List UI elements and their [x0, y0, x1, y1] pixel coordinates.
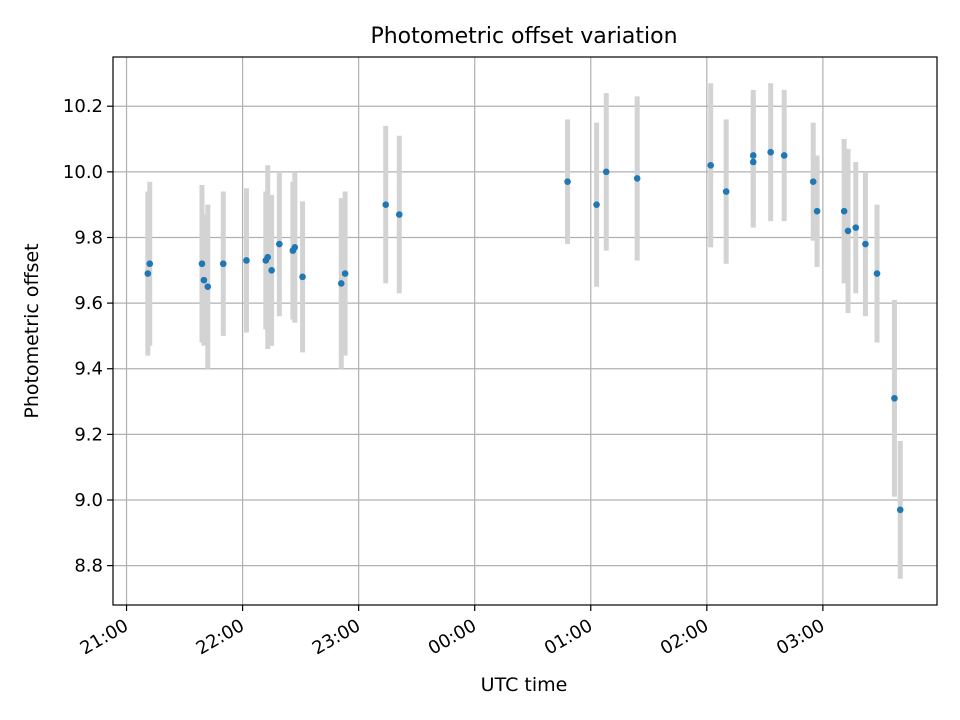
data-point [593, 201, 600, 208]
data-point [780, 152, 788, 159]
errorbars [145, 83, 903, 579]
x-tick-label: 23:00 [309, 615, 364, 659]
data-point [852, 224, 860, 231]
y-axis-label: Photometric offset [21, 243, 43, 418]
plot-frame [112, 56, 938, 606]
data-point [862, 240, 869, 248]
data-point [219, 260, 227, 268]
data-point [844, 227, 852, 235]
y-axis-ticks: 8.8 9.0 9.2 9.4 9.6 9.8 10.0 10.2 [63, 96, 113, 577]
data-point [276, 240, 283, 248]
x-tick-label: 00:00 [425, 615, 480, 659]
y-tick-label: 9.6 [74, 293, 103, 314]
data-point [243, 257, 250, 264]
data-point [564, 178, 571, 185]
data-point [204, 283, 212, 291]
data-point [144, 270, 152, 277]
data-point [749, 158, 757, 166]
data-point [200, 276, 208, 284]
data-point [840, 207, 848, 215]
data-point [722, 188, 730, 195]
data-point [291, 244, 299, 251]
data-point [268, 266, 275, 274]
x-tick-label: 02:00 [657, 615, 712, 659]
x-tick-label: 21:00 [77, 615, 132, 659]
y-tick-label: 9.8 [74, 227, 103, 248]
x-axis-ticks: 21:00 22:00 23:00 00:00 01:00 02:00 03:00 [77, 605, 828, 659]
data-point [341, 270, 349, 277]
data-point [146, 260, 154, 268]
data-point [382, 201, 390, 208]
y-tick-label: 10.2 [63, 96, 103, 117]
x-tick-label: 01:00 [541, 615, 596, 659]
data-point [813, 207, 821, 215]
y-tick-label: 9.4 [74, 359, 103, 380]
y-tick-label: 9.2 [74, 424, 103, 445]
data-point [264, 253, 272, 261]
x-tick-label: 22:00 [193, 615, 248, 659]
chart-title: Photometric offset variation [370, 24, 677, 49]
data-points [144, 148, 904, 514]
data-point [873, 270, 881, 277]
data-point [767, 148, 774, 156]
x-tick-label: 03:00 [773, 615, 828, 659]
data-point [299, 273, 306, 281]
data-point [198, 260, 206, 268]
data-point [749, 152, 757, 159]
data-point [395, 211, 403, 218]
y-tick-label: 10.0 [63, 162, 103, 183]
grid [113, 57, 937, 605]
y-tick-label: 9.0 [74, 490, 103, 511]
x-axis-label: UTC time [481, 674, 568, 696]
data-point [896, 506, 904, 514]
data-point [891, 394, 898, 402]
data-point [337, 280, 345, 287]
data-point [809, 178, 817, 185]
data-point [707, 161, 714, 169]
y-tick-label: 8.8 [74, 556, 103, 577]
data-point [633, 175, 641, 182]
data-point [602, 168, 610, 176]
